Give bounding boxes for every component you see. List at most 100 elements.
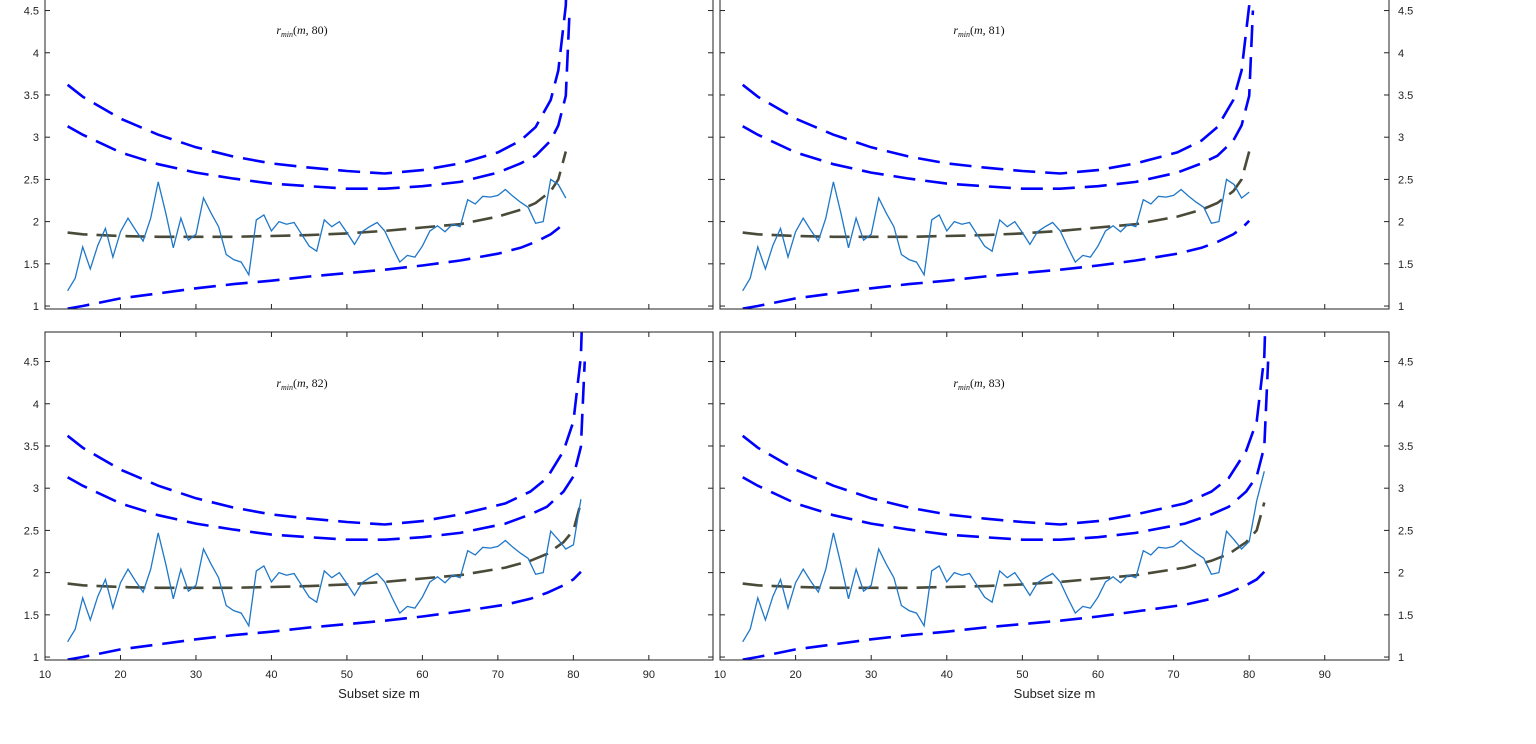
y-tick-label: 4.5 [24, 357, 39, 369]
y-tick-label: 1 [33, 301, 39, 313]
median-line [67, 151, 568, 239]
y-tick-label: 4 [1398, 48, 1404, 60]
title-arg-var: m [297, 376, 306, 390]
upper-outer-envelope-line [741, 332, 1267, 526]
observed-series-line [742, 471, 1265, 643]
y-tick-label: 3 [33, 483, 39, 495]
x-tick-label: 60 [1092, 669, 1104, 681]
y-tick-label: 3 [1398, 132, 1404, 144]
upper-inner-envelope-line [742, 10, 1255, 190]
y-tick-label: 1.5 [1398, 610, 1413, 622]
plot-area [741, 0, 1255, 309]
y-tick-label: 3.5 [1398, 441, 1413, 453]
y-tick-label: 2.5 [24, 174, 39, 186]
y-tick-label: 2 [33, 217, 39, 229]
y-tick-label: 2 [1398, 217, 1404, 229]
y-tick-label: 4 [1398, 399, 1404, 411]
title-args-open: ( [970, 376, 974, 390]
title-arg-var: m [297, 23, 306, 37]
x-tick-label: 30 [190, 669, 202, 681]
title-subscript: min [958, 30, 970, 39]
y-tick-label: 4.5 [1398, 357, 1413, 369]
y-tick-label: 3.5 [24, 90, 39, 102]
x-axis-label: Subset size m [338, 686, 420, 701]
title-arg-var: m [974, 376, 983, 390]
title-arg-var: m [974, 23, 983, 37]
x-tick-label: 80 [567, 669, 579, 681]
upper-inner-envelope-line [742, 361, 1270, 542]
y-tick-label: 2.5 [1398, 174, 1413, 186]
axes-frame [44, 0, 714, 310]
lower-envelope-line [67, 570, 582, 660]
panel-title: rmin(m, 83) [953, 376, 1004, 392]
title-args-rest: , 81) [983, 23, 1005, 37]
upper-outer-envelope-line [741, 0, 1251, 175]
y-tick-label: 3 [1398, 483, 1404, 495]
plot-area [66, 332, 586, 660]
observed-series-line [67, 499, 582, 643]
upper-outer-envelope-line [66, 332, 583, 526]
x-tick-label: 20 [114, 669, 126, 681]
x-tick-label: 90 [643, 669, 655, 681]
observed-series-line [67, 178, 567, 292]
x-tick-label: 90 [1319, 669, 1331, 681]
upper-inner-envelope-line [66, 10, 571, 190]
y-tick-label: 1 [1398, 652, 1404, 664]
y-tick-label: 1 [33, 652, 39, 664]
y-tick-label: 1.5 [1398, 259, 1413, 271]
title-args-rest: , 80) [306, 23, 328, 37]
x-tick-label: 10 [39, 669, 51, 681]
y-tick-label: 1.5 [24, 259, 39, 271]
x-tick-label: 70 [1167, 669, 1179, 681]
x-tick-label: 10 [714, 669, 726, 681]
axes-frame [44, 331, 714, 661]
x-tick-label: 60 [416, 669, 428, 681]
x-tick-label: 50 [341, 669, 353, 681]
y-tick-label: 3.5 [1398, 90, 1413, 102]
x-tick-label: 30 [865, 669, 877, 681]
y-tick-label: 2 [33, 568, 39, 580]
y-tick-label: 4.5 [24, 6, 39, 18]
median-line [67, 502, 583, 590]
x-tick-label: 20 [789, 669, 801, 681]
y-tick-label: 3.5 [24, 441, 39, 453]
title-symbol: r [953, 23, 958, 37]
x-tick-label: 50 [1016, 669, 1028, 681]
title-symbol: r [953, 376, 958, 390]
x-axis-label: Subset size m [1014, 686, 1096, 701]
axes-frame [719, 0, 1390, 310]
y-tick-label: 4.5 [1398, 6, 1413, 18]
panel-title: rmin(m, 81) [953, 23, 1004, 39]
title-symbol: r [276, 23, 281, 37]
y-tick-label: 4 [33, 399, 39, 411]
upper-inner-envelope-line [66, 361, 586, 542]
y-tick-label: 1 [1398, 301, 1404, 313]
title-args-open: ( [970, 23, 974, 37]
title-subscript: min [958, 383, 970, 392]
title-subscript: min [281, 383, 293, 392]
title-subscript: min [281, 30, 293, 39]
lower-envelope-line [742, 219, 1251, 309]
panel-title: rmin(m, 82) [276, 376, 327, 392]
title-args-open: ( [293, 23, 297, 37]
title-args-rest: , 82) [306, 376, 328, 390]
median-line [742, 151, 1251, 239]
observed-series-line [742, 178, 1250, 292]
x-tick-label: 80 [1243, 669, 1255, 681]
y-tick-label: 2 [1398, 568, 1404, 580]
x-tick-label: 70 [492, 669, 504, 681]
title-args-rest: , 83) [983, 376, 1005, 390]
y-tick-label: 2.5 [1398, 525, 1413, 537]
x-tick-label: 40 [265, 669, 277, 681]
y-tick-label: 2.5 [24, 525, 39, 537]
panel-title: rmin(m, 80) [276, 23, 327, 39]
axes-frame [719, 331, 1390, 661]
y-tick-label: 3 [33, 132, 39, 144]
median-line [742, 502, 1266, 590]
panel-2: 1 1.5 2 2.5 3 3.5 4 4.5 rmin(m, 81) [719, 0, 1413, 313]
y-tick-label: 1.5 [24, 610, 39, 622]
panel-3: 10 20 30 40 50 60 70 80 90 1 1.5 2 2.5 3 3.5 4 4.5 Subset… [24, 331, 714, 701]
upper-outer-envelope-line [66, 0, 568, 175]
panel-1: 1 1.5 2 2.5 3 3.5 4 4.5 rmin(m, 80) [24, 0, 714, 313]
